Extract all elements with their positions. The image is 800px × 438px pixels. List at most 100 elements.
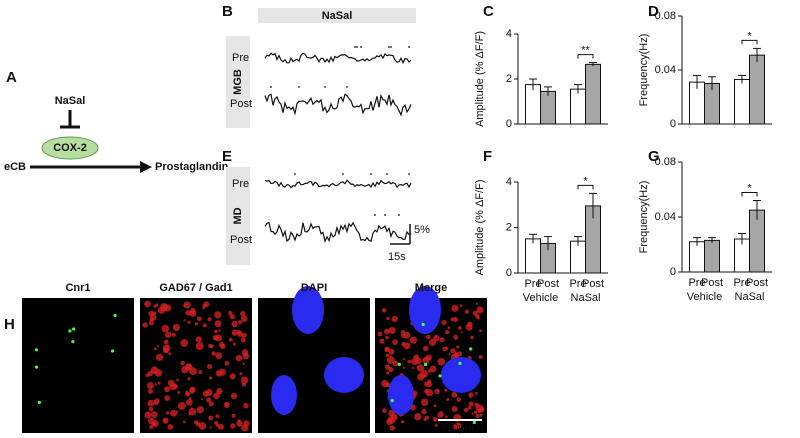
signal	[240, 376, 249, 384]
y-tick-label: 0	[506, 118, 512, 130]
nucleus	[292, 286, 324, 334]
signal	[153, 347, 157, 351]
trace	[264, 221, 412, 244]
y-tick-label: 0	[670, 266, 676, 278]
signal	[424, 388, 429, 394]
signal	[432, 416, 438, 422]
signal	[172, 323, 181, 332]
signal	[452, 423, 458, 430]
signal	[242, 382, 247, 387]
y-tick-label: 0.04	[655, 211, 676, 223]
signal	[188, 413, 191, 416]
puncta	[469, 347, 473, 351]
signal	[388, 326, 396, 335]
signal	[183, 319, 186, 322]
signal	[425, 334, 431, 340]
signal	[208, 343, 213, 348]
signal	[392, 360, 399, 367]
signal	[162, 304, 167, 309]
signal	[424, 415, 429, 420]
y-tick-label: 4	[506, 28, 512, 40]
x-category-label: Vehicle	[687, 291, 722, 303]
channel-label: Merge	[415, 282, 447, 294]
signal	[433, 404, 437, 408]
signal	[213, 392, 220, 400]
signal	[391, 315, 398, 323]
scale-label: 5%	[414, 224, 430, 236]
significance-bracket	[741, 192, 758, 197]
signal	[402, 357, 405, 361]
signal	[231, 329, 238, 336]
signal	[216, 388, 223, 395]
micrograph	[22, 298, 134, 433]
region-bar	[226, 36, 250, 128]
signal	[208, 401, 214, 407]
puncta	[421, 322, 425, 327]
y-tick-label: 0	[506, 267, 512, 279]
signal	[437, 357, 445, 366]
signal	[456, 397, 462, 402]
y-axis-label: Frequency(Hz)	[638, 181, 650, 254]
significance-bracket	[741, 39, 758, 45]
signal	[468, 401, 474, 407]
event-dot	[408, 46, 410, 48]
event-dot	[374, 214, 376, 216]
signal	[198, 370, 203, 375]
signal	[459, 304, 463, 307]
signal	[230, 423, 236, 429]
signal	[209, 426, 212, 429]
significance-label: **	[581, 44, 590, 56]
signal	[421, 409, 427, 415]
signal	[442, 346, 447, 352]
signal	[147, 399, 155, 407]
trace	[264, 93, 412, 117]
event-dot	[346, 86, 348, 88]
signal	[223, 402, 230, 409]
nucleus	[271, 375, 297, 415]
condition-label: Pre	[232, 52, 249, 64]
signal	[468, 323, 472, 327]
signal	[181, 366, 189, 374]
panel-label: D	[648, 3, 659, 20]
signal	[148, 320, 155, 326]
signal	[386, 316, 390, 321]
signal	[470, 335, 474, 340]
signal	[162, 417, 169, 424]
panel-label: B	[222, 3, 233, 20]
signal	[420, 398, 429, 406]
enzyme: COX-2	[53, 142, 87, 154]
signal	[389, 425, 396, 431]
bar	[525, 238, 541, 274]
signal	[214, 329, 218, 334]
signal	[154, 369, 163, 377]
signal	[441, 320, 447, 326]
signal	[464, 309, 469, 314]
signal	[177, 390, 181, 395]
signal	[214, 320, 222, 328]
panel-label: E	[222, 148, 232, 165]
signal	[170, 409, 178, 417]
event-dot	[398, 214, 400, 216]
signal	[163, 339, 169, 345]
y-tick-label: 0	[670, 118, 676, 130]
signal	[186, 399, 193, 406]
signal	[385, 382, 391, 388]
signal	[212, 335, 219, 341]
signal	[392, 339, 398, 345]
signal	[151, 420, 159, 427]
signal	[156, 345, 159, 348]
significance-label: *	[747, 182, 752, 194]
event-dot	[388, 46, 390, 48]
signal	[384, 346, 390, 353]
event-dot	[294, 173, 296, 175]
region-label: MD	[232, 207, 244, 224]
puncta	[438, 374, 442, 378]
nucleus	[388, 375, 414, 415]
x-category-label: NaSal	[735, 291, 765, 303]
signal	[450, 317, 455, 322]
signal	[385, 335, 389, 340]
signal	[423, 381, 429, 387]
signal	[189, 367, 197, 376]
signal	[194, 322, 199, 326]
event-dot	[324, 86, 326, 88]
